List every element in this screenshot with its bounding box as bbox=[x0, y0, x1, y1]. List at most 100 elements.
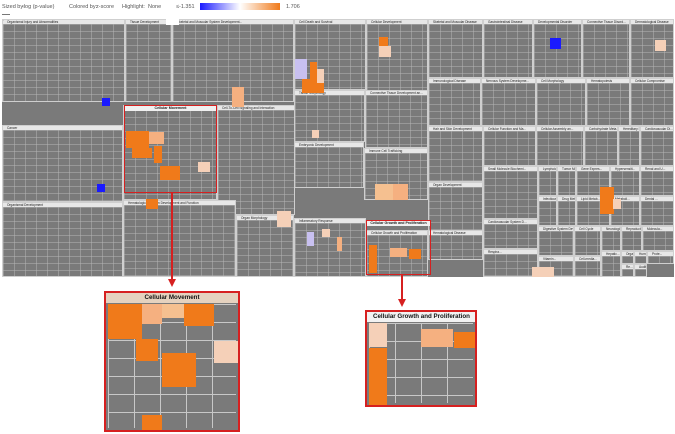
treemap-category[interactable]: Nervous System Developme... bbox=[481, 78, 536, 126]
treemap-colored-tile[interactable] bbox=[379, 46, 391, 57]
treemap-colored-tile[interactable] bbox=[550, 38, 561, 49]
treemap-category[interactable]: Skeletal and Muscular Disease bbox=[428, 19, 483, 78]
treemap-category[interactable]: Organismal ... bbox=[621, 251, 634, 264]
treemap[interactable]: Organismal Injury and Abnormalities Tissu… bbox=[2, 19, 674, 277]
treemap-colored-tile[interactable] bbox=[146, 199, 158, 209]
treemap-category[interactable]: Tumor Morph... bbox=[557, 166, 576, 196]
treemap-colored-tile[interactable] bbox=[369, 245, 377, 273]
treemap-colored-tile[interactable] bbox=[655, 40, 666, 51]
treemap-category[interactable]: Dental ... bbox=[640, 196, 674, 226]
treemap-colored-tile[interactable] bbox=[132, 148, 152, 158]
treemap-category[interactable]: Re... bbox=[621, 264, 634, 277]
treemap-colored-tile[interactable] bbox=[232, 87, 244, 107]
treemap-category-label: Connective Tissue Disord... bbox=[583, 20, 629, 24]
treemap-category[interactable]: Reproducti... bbox=[2, 19, 4, 21]
treemap-colored-tile[interactable] bbox=[310, 62, 317, 80]
treemap-colored-tile[interactable] bbox=[317, 69, 324, 83]
treemap-category[interactable]: Cardiovascular System D... bbox=[483, 219, 538, 249]
treemap-colored-tile[interactable] bbox=[613, 199, 621, 209]
treemap-category[interactable]: Carbohydrate Meta... bbox=[584, 126, 618, 166]
treemap-colored-tile[interactable] bbox=[390, 248, 407, 257]
treemap-category[interactable]: Connective Tissue Disord... bbox=[582, 19, 630, 78]
treemap-colored-tile[interactable] bbox=[379, 37, 388, 46]
treemap-category[interactable]: Small Molecule Biochemi... bbox=[483, 166, 538, 219]
treemap-colored-tile[interactable] bbox=[312, 130, 319, 138]
treemap-colored-tile[interactable] bbox=[375, 184, 393, 200]
treemap-category[interactable]: Infectious Diseases bbox=[538, 196, 557, 226]
treemap-colored-tile[interactable] bbox=[532, 267, 554, 277]
treemap-category[interactable]: Connective Tissue Development an... bbox=[365, 90, 428, 148]
treemap-category[interactable]: Drug Metab... bbox=[557, 196, 576, 226]
treemap-category[interactable]: Cellular Assembly an... bbox=[536, 126, 584, 166]
treemap-category-label: Hereditary Disor... bbox=[619, 127, 639, 131]
treemap-category[interactable]: Hepatic... bbox=[601, 251, 621, 277]
treemap-category-label: Dental ... bbox=[641, 197, 673, 201]
treemap-category[interactable]: Tissue Development bbox=[125, 19, 172, 102]
sized-by-select[interactable]: -log (p-value) bbox=[22, 4, 55, 10]
treemap-category[interactable]: Hair and Skin Development bbox=[428, 126, 483, 182]
treemap-colored-tile[interactable] bbox=[322, 229, 330, 237]
treemap-subcells bbox=[539, 201, 556, 225]
treemap-colored-tile[interactable] bbox=[392, 184, 408, 200]
toolbar: Sized by: -log (p-value) Colored by: z-s… bbox=[0, 0, 675, 15]
treemap-category[interactable]: Hematological System Development and Fun… bbox=[123, 200, 236, 277]
treemap-colored-tile[interactable] bbox=[160, 166, 180, 180]
treemap-category[interactable]: Lymphoid Tissue S... bbox=[538, 166, 557, 196]
treemap-category[interactable]: Cellular Compromise bbox=[630, 78, 674, 126]
treemap-category[interactable]: Molecula... bbox=[642, 226, 674, 251]
treemap-category[interactable]: Cell-To-Cell Signaling and Interaction bbox=[217, 105, 295, 215]
treemap-category[interactable]: Inflammatory Response bbox=[294, 218, 366, 277]
treemap-colored-tile[interactable] bbox=[102, 98, 110, 106]
treemap-category[interactable]: Humor... bbox=[634, 251, 647, 264]
treemap-category[interactable]: Auditor... bbox=[634, 264, 647, 277]
highlight-select[interactable]: None bbox=[148, 4, 162, 10]
treemap-subcells bbox=[619, 131, 639, 165]
treemap-category-label: Immunological Disease bbox=[429, 79, 480, 83]
treemap-category[interactable]: Digestive System Develo... bbox=[538, 226, 574, 256]
treemap-category[interactable]: Hereditary Disor... bbox=[618, 126, 640, 166]
treemap-colored-tile[interactable] bbox=[337, 237, 342, 251]
treemap-category[interactable]: Gene Expres... bbox=[576, 166, 610, 196]
treemap-category[interactable]: Immunological Disease bbox=[428, 78, 481, 126]
treemap-category-label: Hematological Disease bbox=[429, 231, 482, 235]
treemap-colored-tile[interactable] bbox=[154, 146, 162, 163]
treemap-colored-tile[interactable] bbox=[307, 232, 314, 246]
treemap-category[interactable]: Cardiovascular Di... bbox=[640, 126, 674, 166]
treemap-category[interactable]: Hematopoiesis bbox=[586, 78, 630, 126]
treemap-colored-tile[interactable] bbox=[149, 132, 164, 144]
treemap-colored-tile[interactable] bbox=[600, 187, 614, 214]
colored-by-select[interactable]: z-score bbox=[96, 4, 115, 10]
treemap-colored-tile[interactable] bbox=[97, 184, 105, 192]
treemap-category[interactable]: Embryonic Development bbox=[294, 142, 364, 188]
treemap-category[interactable]: Prote... bbox=[647, 251, 674, 264]
zoom-colored-tile bbox=[184, 304, 214, 326]
treemap-category[interactable]: Cell Death and Survival bbox=[294, 19, 366, 90]
treemap-category[interactable]: Tissue Morphology bbox=[294, 90, 365, 142]
treemap-category[interactable]: Reproducti... bbox=[621, 226, 642, 251]
treemap-category[interactable]: Cell-media... bbox=[574, 256, 601, 277]
treemap-category[interactable]: Cell Cycle bbox=[574, 226, 601, 256]
treemap-category[interactable]: Cell Morphology bbox=[536, 78, 586, 126]
treemap-colored-tile[interactable] bbox=[126, 131, 149, 148]
treemap-category-label: Gastrointestinal Disease bbox=[484, 20, 532, 24]
treemap-category[interactable]: Hypersensiti... bbox=[610, 166, 640, 196]
treemap-category[interactable]: Renal and U... bbox=[640, 166, 674, 196]
treemap-category[interactable]: Neurologica... bbox=[601, 226, 621, 251]
treemap-category[interactable]: Dermatological Disease bbox=[630, 19, 674, 78]
treemap-category[interactable]: Cellular Function and Ma... bbox=[483, 126, 536, 166]
treemap-subcells bbox=[537, 83, 585, 125]
treemap-colored-tile[interactable] bbox=[277, 211, 291, 227]
treemap-category[interactable]: Organismal Injury and Abnormalities bbox=[2, 19, 125, 102]
highlight-box-cellular-growth: Cellular Growth and Proliferation bbox=[366, 220, 431, 275]
treemap-colored-tile[interactable] bbox=[198, 162, 210, 172]
treemap-colored-tile[interactable] bbox=[295, 59, 307, 79]
zoom-colored-tile bbox=[162, 353, 196, 387]
treemap-subcells bbox=[295, 95, 364, 141]
treemap-category[interactable]: Organismal Development bbox=[2, 202, 123, 277]
treemap-category[interactable]: Gastrointestinal Disease bbox=[483, 19, 533, 78]
treemap-colored-tile[interactable] bbox=[166, 19, 179, 25]
treemap-category[interactable]: Hematological Disease bbox=[428, 230, 483, 260]
treemap-category[interactable]: Respira... bbox=[483, 249, 538, 277]
treemap-category[interactable]: Organ Morphology bbox=[236, 215, 294, 277]
treemap-colored-tile[interactable] bbox=[409, 249, 421, 259]
